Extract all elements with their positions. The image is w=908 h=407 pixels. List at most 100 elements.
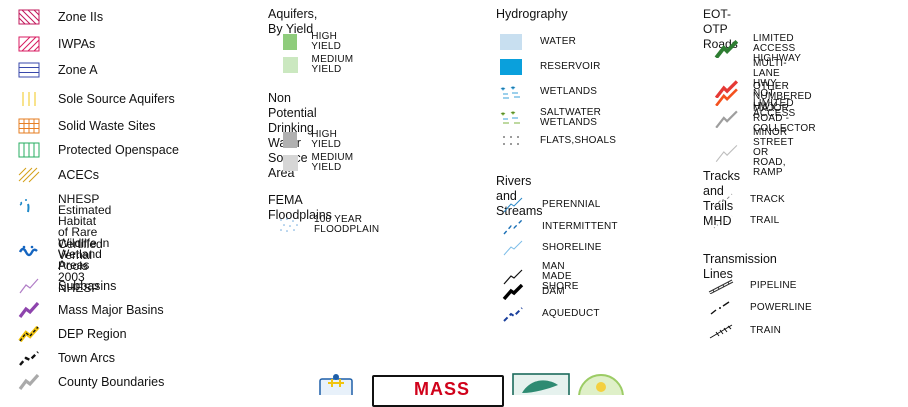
legend-item-iwpas: IWPAs: [18, 36, 95, 52]
legend-label: County Boundaries: [58, 375, 165, 389]
transmission-heading: Transmission Lines: [703, 252, 777, 281]
legend-item-zone-iis: Zone IIs: [18, 9, 103, 25]
legend-label: POWERLINE: [750, 302, 812, 313]
legend-item-nonpotential-medium: MEDIUM YIELD: [283, 153, 361, 173]
legend-item-water: WATER: [500, 34, 576, 50]
openspace-lines-icon: [18, 142, 40, 158]
flats-shoals-icon: [503, 136, 519, 145]
legend-item-reservoir: RESERVOIR: [500, 59, 601, 75]
legend-label: TRAIL: [750, 215, 780, 226]
intermittent-line-icon: [503, 219, 523, 235]
legend-label: NHESP Estimated Habitat of Rare Wildlife…: [58, 192, 112, 272]
legend-item-protected-openspace: Protected Openspace: [18, 142, 179, 158]
county-boundary-icon: [18, 374, 40, 390]
subbasin-line-icon: [19, 278, 39, 294]
reservoir-swatch-icon: [500, 59, 522, 75]
legend-label: Subbasins: [58, 279, 117, 293]
mass-logo: MASS: [372, 375, 504, 407]
iwpa-hatch-icon: [18, 36, 40, 52]
saltwater-wetlands-icon: [500, 111, 520, 124]
mass-logo-text: MASS: [414, 379, 471, 399]
legend-item-man-made-shore: MAN MADE SHORE: [502, 262, 579, 292]
sole-source-lines-icon: [22, 92, 36, 106]
legend-label: DAM: [542, 286, 565, 297]
legend-label: MEDIUM YIELD: [311, 54, 354, 75]
legend-label: Sole Source Aquifers: [58, 92, 175, 106]
zone-a-lines-icon: [18, 62, 40, 78]
legend-label: TRACK: [750, 194, 785, 205]
powerline-line-icon: [710, 301, 730, 315]
vernal-pool-icon: [18, 245, 38, 257]
legend-label: MEDIUM YIELD: [311, 152, 354, 173]
legend-item-powerline: POWERLINE: [708, 300, 812, 316]
legend-label: ACECs: [58, 168, 99, 182]
legend-item-saltwater-wetlands: SALTWATER WETLANDS: [500, 108, 601, 128]
tracks-heading: Tracks and Trails MHD: [703, 169, 741, 228]
legend-item-nhesp-habitat: NHESP Estimated Habitat of Rare Wildlife…: [18, 192, 112, 272]
legend-item-aquifer-high: HIGH YIELD: [283, 32, 349, 52]
legend-label: HIGH YIELD: [311, 31, 342, 52]
legend-label: Zone IIs: [58, 10, 104, 24]
multilane-hwy-icon: [714, 80, 738, 98]
legend-label: TRAIN: [750, 325, 781, 336]
water-swatch-icon: [500, 34, 522, 50]
legend-item-trail: TRAIL: [712, 213, 779, 229]
legend-item-track: TRACK: [712, 192, 785, 208]
legend-label: RESERVOIR: [540, 61, 601, 72]
acec-hatch-icon: [18, 167, 40, 183]
track-line-icon: [713, 193, 733, 208]
state-seal-logo-icon: [319, 374, 353, 395]
legend-item-multilane: MULTI-LANE HWY, NOT LIMITED ACCESS: [714, 59, 795, 119]
legend-item-pipeline: PIPELINE: [708, 278, 797, 294]
legend-item-dam: DAM: [502, 284, 565, 300]
legend-item-sole-source: Sole Source Aquifers: [18, 91, 175, 107]
legend-label: Protected Openspace: [58, 143, 179, 157]
legend-label: Certified Vernal Pools 2003 NHESP: [58, 237, 103, 295]
legend-item-shoreline: SHORELINE: [502, 240, 602, 256]
legend-label: SALTWATER WETLANDS: [540, 107, 602, 128]
minor-street-icon: [715, 144, 738, 162]
legend-item-subbasins: Subbasins: [18, 278, 116, 294]
aquifers-heading: Aquifers, By Yield: [268, 7, 318, 36]
solid-waste-grid-icon: [18, 118, 40, 134]
legend-item-flats-shoals: FLATS,SHOALS: [500, 133, 616, 149]
legend-item-train: TRAIN: [708, 323, 781, 339]
numbered-hwy-icon: [715, 88, 738, 106]
legend-label: MAN MADE SHORE: [542, 261, 579, 292]
legend-label: SHORELINE: [542, 242, 602, 253]
shoreline-line-icon: [503, 240, 523, 256]
legend-label: HIGH YIELD: [311, 129, 342, 150]
legend-label: LIMITED ACCESS HIGHWAY: [753, 33, 802, 64]
pipeline-line-icon: [708, 279, 734, 294]
legend-label: WETLANDS: [540, 86, 598, 97]
trail-line-icon: [713, 215, 733, 229]
legend-item-perennial: PERENNIAL: [502, 197, 601, 213]
legend-label: Zone A: [58, 63, 98, 77]
legend-label: Town Arcs: [58, 351, 115, 365]
legend-item-major-road: MAJOR ROAD - COLLECTOR: [714, 104, 816, 134]
limited-access-icon: [714, 40, 738, 58]
hydrography-heading: Hydrography: [496, 7, 568, 21]
wetlands-icon: [500, 86, 520, 99]
leaf-logo-icon: [512, 373, 570, 395]
legend-item-limited-access: LIMITED ACCESS HIGHWAY: [714, 34, 801, 64]
legend-label: DEP Region: [58, 327, 127, 341]
np-medium-yield-swatch-icon: [283, 155, 298, 171]
legend-item-nonpotential-high: HIGH YIELD: [283, 130, 349, 150]
legend-label: Mass Major Basins: [58, 303, 164, 317]
dam-line-icon: [502, 284, 524, 300]
np-high-yield-swatch-icon: [283, 132, 298, 148]
perennial-line-icon: [503, 197, 523, 213]
major-road-icon: [715, 110, 738, 128]
aqueduct-line-icon: [503, 307, 523, 322]
fema-heading: FEMA Floodplains: [268, 193, 332, 222]
legend-item-numbered-hwy: OTHER NUMBERED HWY: [714, 82, 812, 112]
man-made-shore-icon: [503, 269, 523, 285]
legend-label: OTHER NUMBERED HWY: [753, 81, 812, 112]
legend-item-town-arcs: Town Arcs: [18, 350, 115, 366]
legend-item-aquifer-medium: MEDIUM YIELD: [283, 55, 361, 75]
legend-label: PERENNIAL: [542, 199, 601, 210]
legend-label: AQUEDUCT: [542, 308, 600, 319]
legend-item-minor-street: MINOR STREET OR ROAD, RAMP: [714, 128, 793, 178]
legend-item-acecs: ACECs: [18, 167, 99, 183]
